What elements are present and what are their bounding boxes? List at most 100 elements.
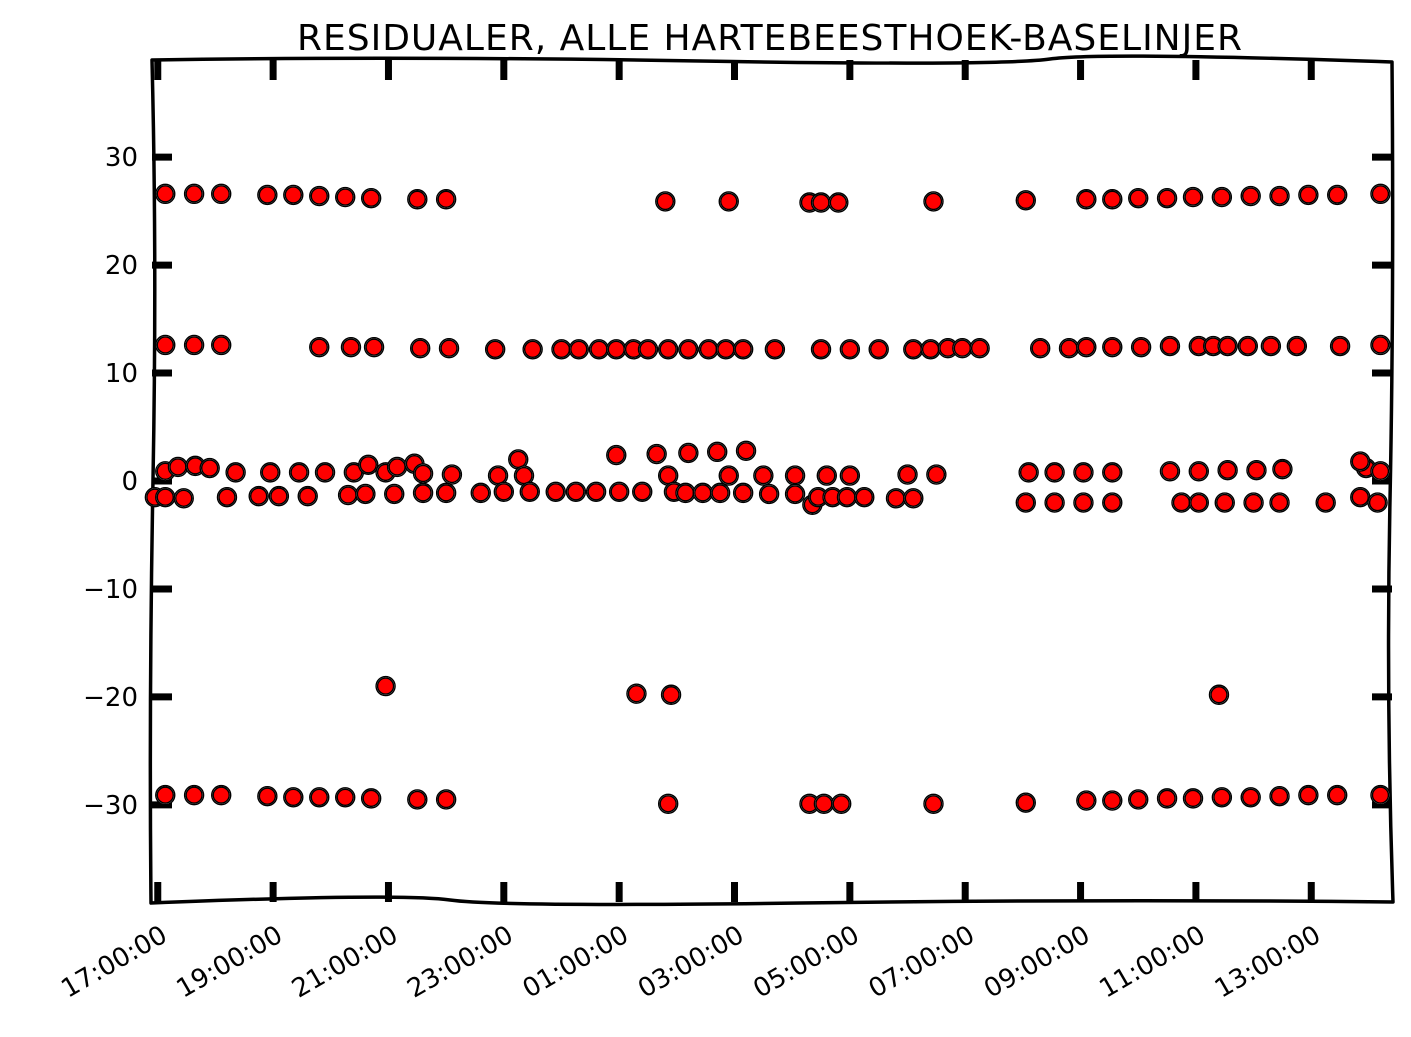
data-point (547, 483, 565, 501)
data-point (185, 336, 203, 354)
data-point (1371, 185, 1390, 203)
chart-title: RESIDUALER, ALLE HARTEBEESTHOEK-BASELINJ… (297, 18, 1243, 59)
x-tick-label: 19:00:00 (172, 920, 288, 1004)
y-tick-label: 0 (121, 467, 138, 497)
y-tick-label: −30 (83, 791, 138, 821)
data-point (587, 483, 605, 501)
data-point (414, 484, 432, 502)
data-point (362, 789, 380, 808)
data-point (734, 484, 752, 502)
x-tick-label: 01:00:00 (518, 920, 634, 1004)
data-point (711, 484, 729, 502)
data-point (388, 458, 406, 476)
x-tick-label: 21:00:00 (287, 920, 403, 1004)
data-point (1239, 337, 1257, 355)
data-point (570, 340, 588, 359)
data-point (1371, 336, 1390, 354)
data-point (1060, 339, 1078, 357)
data-point (290, 463, 308, 482)
data-point (1184, 188, 1202, 206)
data-point (1328, 786, 1346, 804)
data-point (676, 484, 695, 502)
data-point (1210, 686, 1228, 704)
data-point (336, 188, 354, 206)
y-tick-label: −10 (83, 575, 138, 605)
data-point (552, 340, 571, 359)
data-point (472, 484, 490, 502)
data-point (489, 466, 507, 485)
data-point (633, 483, 651, 501)
data-point (1017, 493, 1035, 512)
data-point (1184, 789, 1202, 808)
data-point (639, 340, 657, 359)
data-point (1213, 788, 1231, 806)
data-point (523, 340, 542, 359)
y-tick-label: 30 (105, 143, 138, 173)
data-point (1213, 188, 1231, 206)
data-point (679, 340, 698, 359)
y-tick-labels: −30 −20 −10 0 10 20 30 (83, 143, 138, 821)
x-tick-label: 13:00:00 (1210, 920, 1326, 1004)
data-point (627, 684, 646, 703)
data-point (1241, 187, 1260, 205)
data-point (904, 489, 923, 507)
data-point (310, 187, 328, 205)
data-point (760, 485, 778, 503)
data-point (443, 465, 461, 484)
data-point (212, 185, 230, 203)
data-point (1371, 786, 1390, 804)
data-point (1241, 788, 1260, 806)
data-point (1351, 488, 1369, 506)
data-point (212, 336, 230, 354)
data-point (607, 446, 625, 464)
data-point (887, 489, 905, 507)
data-point (904, 340, 923, 359)
data-point (841, 340, 859, 359)
x-tick-label: 09:00:00 (979, 920, 1095, 1004)
data-point (284, 788, 303, 806)
data-point (156, 185, 174, 203)
data-point (437, 190, 455, 208)
data-point (662, 686, 680, 704)
data-point (310, 788, 328, 806)
data-point (437, 790, 455, 809)
data-point (212, 786, 230, 804)
data-point (656, 192, 675, 211)
data-point (376, 677, 395, 695)
data-point (362, 189, 380, 207)
data-point (408, 790, 427, 809)
data-point (1299, 186, 1318, 204)
data-point (1218, 461, 1237, 479)
data-point (924, 795, 943, 813)
data-point (1161, 337, 1179, 355)
data-point (226, 463, 245, 482)
data-point (1158, 789, 1176, 808)
x-tick-label: 07:00:00 (864, 920, 980, 1004)
data-point (175, 489, 193, 507)
data-point (200, 459, 219, 477)
data-point (437, 484, 455, 502)
data-point (1371, 462, 1390, 480)
data-point (970, 339, 989, 357)
data-point (414, 464, 432, 483)
data-point (310, 338, 328, 356)
data-point (185, 185, 203, 203)
data-point (1247, 461, 1266, 479)
data-point (607, 340, 625, 359)
data-point (1218, 337, 1237, 355)
data-point (339, 486, 357, 504)
data-point (1077, 338, 1096, 356)
data-point (1129, 189, 1147, 207)
data-point (156, 488, 174, 506)
data-point (869, 340, 888, 359)
data-point (1103, 338, 1121, 356)
data-point (1158, 189, 1176, 207)
data-point (737, 442, 755, 460)
data-point (284, 186, 303, 204)
data-point (717, 340, 735, 359)
data-point (786, 466, 804, 485)
data-point (1331, 337, 1349, 355)
data-point (786, 485, 804, 503)
data-point (590, 340, 608, 359)
